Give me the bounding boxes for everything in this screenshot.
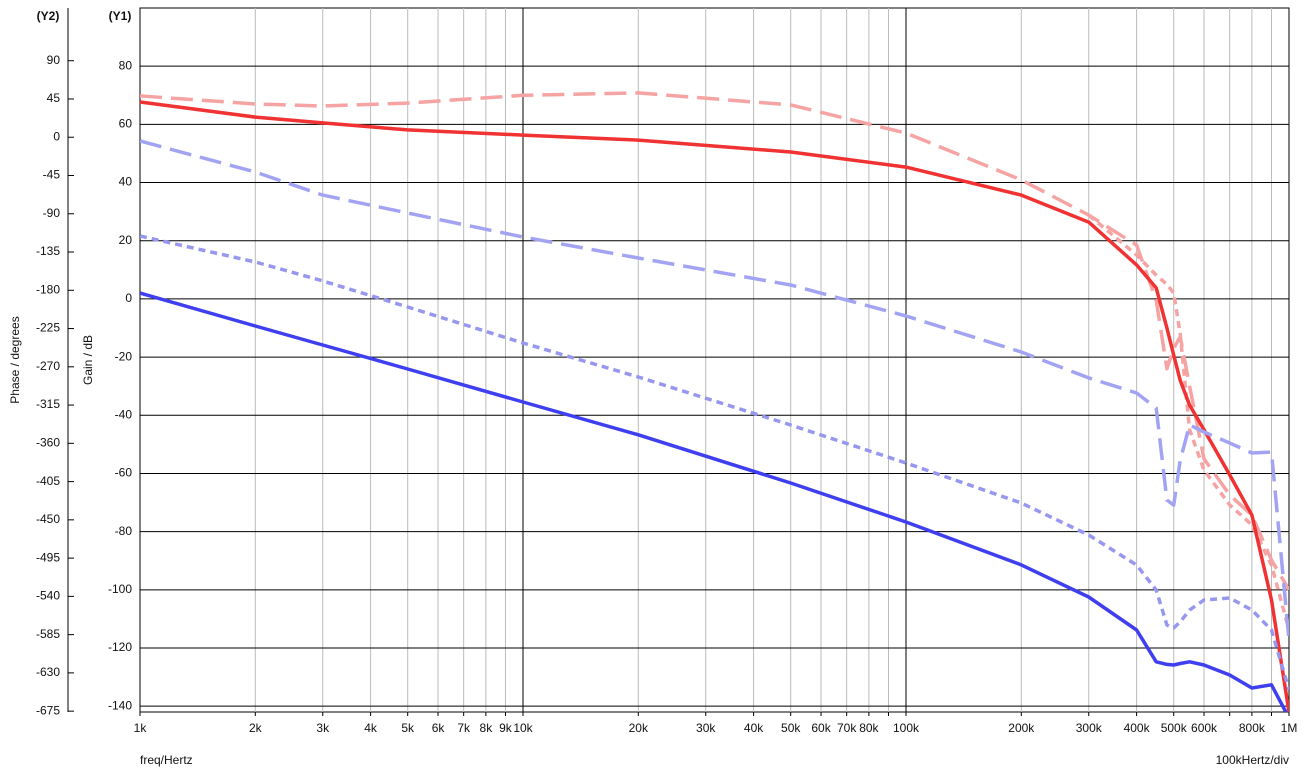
x-tick-label: 500k [1161, 721, 1188, 735]
x-tick-label: 600k [1191, 721, 1218, 735]
x-tick-label: 800k [1239, 721, 1266, 735]
y-tick-label: 80 [119, 58, 133, 72]
x-tick-label: 9k [499, 721, 513, 735]
series-line [140, 91, 1289, 591]
y2-title: Phase / degrees [8, 316, 22, 403]
x-tick-label: 400k [1124, 721, 1151, 735]
y2-tick-label: 0 [53, 129, 60, 143]
x-title: freq/Hertz [140, 753, 193, 767]
x-tick-label: 10k [513, 721, 533, 735]
x-tick-label: 70k [837, 721, 857, 735]
y2-tick-label: -450 [36, 512, 60, 526]
y-tick-label: -80 [115, 524, 133, 538]
x-tick-label: 8k [480, 721, 494, 735]
y2-tick-label: -585 [36, 627, 60, 641]
y2-tick-label: -45 [43, 168, 61, 182]
y-tick-label: -120 [108, 640, 132, 654]
x-tick-label: 1M [1281, 721, 1298, 735]
grid [68, 8, 1290, 716]
y2-tick-label: 45 [47, 91, 61, 105]
x-tick-label: 200k [1008, 721, 1035, 735]
x-tick-label: 30k [696, 721, 716, 735]
y-title: Gain / dB [81, 335, 95, 385]
y-tick-label: 20 [119, 233, 133, 247]
x-tick-label: 2k [249, 721, 263, 735]
y2-tick-label: -630 [36, 665, 60, 679]
y-tick-label: -140 [108, 698, 132, 712]
x-tick-label: 20k [629, 721, 649, 735]
x-tick-label: 3k [316, 721, 330, 735]
y-tick-label: -40 [115, 407, 133, 421]
x-tick-label: 40k [744, 721, 764, 735]
x-tick-label: 60k [811, 721, 831, 735]
y-tick-label: -60 [115, 466, 133, 480]
y-tick-label: 40 [119, 175, 133, 189]
series-line [140, 234, 1289, 691]
x-scale-note: 100kHertz/div [1216, 753, 1289, 767]
x-tick-label: 6k [432, 721, 446, 735]
y-tick-label: -20 [115, 349, 133, 363]
x-tick-label: 80k [859, 721, 879, 735]
y-tick-label: 60 [119, 117, 133, 131]
y2-tick-label: 90 [47, 53, 61, 67]
x-tick-label: 100k [893, 721, 920, 735]
x-tick-label: 4k [364, 721, 378, 735]
x-tick-label: 1k [134, 721, 148, 735]
x-tick-label: 50k [781, 721, 801, 735]
y2-tick-label: -135 [36, 244, 60, 258]
y-tick-label: 0 [125, 291, 132, 305]
y2-tick-label: -315 [36, 397, 60, 411]
y2-tick-label: -360 [36, 435, 60, 449]
y2-tick-label: -90 [43, 206, 61, 220]
series-line [140, 139, 1289, 641]
plot-area [139, 7, 1290, 713]
series-line [140, 100, 1289, 712]
x-tick-label: 5k [401, 721, 415, 735]
y2-tag: (Y2) [37, 9, 60, 23]
y2-tick-label: -540 [36, 589, 60, 603]
y1-tag: (Y1) [109, 9, 132, 23]
y2-tick-label: -675 [36, 703, 60, 717]
y2-tick-label: -225 [36, 321, 60, 335]
x-tick-label: 300k [1076, 721, 1103, 735]
series-line [140, 291, 1288, 712]
y-tick-label: -100 [108, 582, 132, 596]
y2-tick-label: -495 [36, 550, 60, 564]
y2-tick-label: -270 [36, 359, 60, 373]
y2-tick-label: -180 [36, 282, 60, 296]
x-tick-label: 7k [457, 721, 471, 735]
lines [140, 91, 1289, 712]
y2-tick-label: -405 [36, 474, 60, 488]
